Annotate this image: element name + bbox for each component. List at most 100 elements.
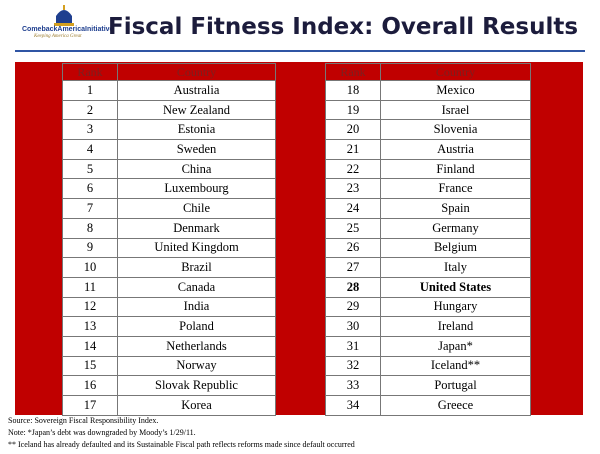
rank-cell: 6 [62,178,118,200]
country-cell: Chile [117,198,276,219]
rank-cell: 5 [62,158,118,180]
table-row: 25 Germany [325,217,531,239]
country-cell: Ireland [380,316,531,337]
divider [15,50,585,52]
table-row: 21 Austria [325,139,531,160]
rank-cell: 1 [62,80,118,101]
country-cell: China [117,158,276,180]
country-cell: United Kingdom [117,237,276,259]
country-cell: Denmark [117,217,276,239]
rank-cell: 14 [62,335,118,357]
table-row: 31 Japan* [325,335,531,357]
table-row: 17 Korea [62,395,276,416]
table-row: 23 France [325,178,531,200]
data-table: Rank Country 1 Australia 2 New Zealand 3 Estoni… [62,63,276,416]
column-header: Country [380,63,531,81]
header-row: Rank Country [62,63,276,81]
table-row: 1 Australia [62,80,276,101]
country-cell: Belgium [380,237,531,259]
rank-cell: 15 [62,355,118,377]
rank-cell: 29 [325,296,381,318]
table-row: 26 Belgium [325,237,531,259]
rank-cell: 24 [325,198,381,219]
country-cell: Canada [117,276,276,298]
table-row: 3 Estonia [62,119,276,141]
rank-cell: 28 [325,276,381,298]
rank-cell: 25 [325,217,381,239]
table-row: 7 Chile [62,198,276,219]
footnote: Note: *Japan’s debt was downgraded by Mo… [8,428,196,437]
country-cell: Iceland** [380,355,531,377]
country-cell: India [117,296,276,318]
country-cell: Sweden [117,139,276,160]
country-cell: Austria [380,139,531,160]
rank-cell: 34 [325,395,381,416]
logo-tagline: Keeping America Great [34,34,82,39]
rank-cell: 17 [62,395,118,416]
country-cell: France [380,178,531,200]
table-row: 18 Mexico [325,80,531,101]
country-cell: Portugal [380,375,531,396]
title: Fiscal Fitness Index: Overall Results [108,14,579,40]
table-row: 15 Norway [62,355,276,377]
column-header: Rank [62,63,118,81]
country-cell: Slovak Republic [117,375,276,396]
table-row: 22 Finland [325,158,531,180]
rank-cell: 16 [62,375,118,396]
country-cell: Japan* [380,335,531,357]
rank-cell: 4 [62,139,118,160]
country-cell: Italy [380,257,531,278]
table-row: 24 Spain [325,198,531,219]
rank-cell: 13 [62,316,118,337]
rank-cell: 12 [62,296,118,318]
table-row: 2 New Zealand [62,99,276,121]
table-row: 20 Slovenia [325,119,531,141]
table-row: 19 Israel [325,99,531,121]
country-cell: United States [380,276,531,298]
rank-cell: 7 [62,198,118,219]
rank-cell: 11 [62,276,118,298]
table-row: 8 Denmark [62,217,276,239]
table-row: 14 Netherlands [62,335,276,357]
country-cell: Israel [380,99,531,121]
country-cell: Germany [380,217,531,239]
table-row: 5 China [62,158,276,180]
column-header: Rank [325,63,381,81]
country-cell: Greece [380,395,531,416]
country-cell: Luxembourg [117,178,276,200]
logo-icon [54,5,74,26]
rank-cell: 23 [325,178,381,200]
data-table: Rank Country 18 Mexico 19 Israel 20 Slovenia 21 A… [325,63,531,416]
table-row: 6 Luxembourg [62,178,276,200]
header-row: Rank Country [325,63,531,81]
logo-name: ComebackAmericaInitiative [22,26,114,33]
country-cell: Brazil [117,257,276,278]
rank-cell: 9 [62,237,118,259]
table-row: 12 India [62,296,276,318]
country-cell: Finland [380,158,531,180]
rank-cell: 19 [325,99,381,121]
rank-cell: 10 [62,257,118,278]
footnote: Source: Sovereign Fiscal Responsibility … [8,416,159,425]
rank-cell: 2 [62,99,118,121]
rank-cell: 18 [325,80,381,101]
table-row: 11 Canada [62,276,276,298]
table-row: 33 Portugal [325,375,531,396]
rank-cell: 26 [325,237,381,259]
footnote: ** Iceland has already defaulted and its… [8,440,355,449]
table-row: 9 United Kingdom [62,237,276,259]
country-cell: New Zealand [117,99,276,121]
table-row: 27 Italy [325,257,531,278]
rank-cell: 21 [325,139,381,160]
country-cell: Norway [117,355,276,377]
rank-cell: 31 [325,335,381,357]
rank-cell: 22 [325,158,381,180]
country-cell: Poland [117,316,276,337]
rank-cell: 30 [325,316,381,337]
rank-cell: 8 [62,217,118,239]
table-row: 28 United States [325,276,531,298]
table-row: 32 Iceland** [325,355,531,377]
country-cell: Netherlands [117,335,276,357]
country-cell: Mexico [380,80,531,101]
